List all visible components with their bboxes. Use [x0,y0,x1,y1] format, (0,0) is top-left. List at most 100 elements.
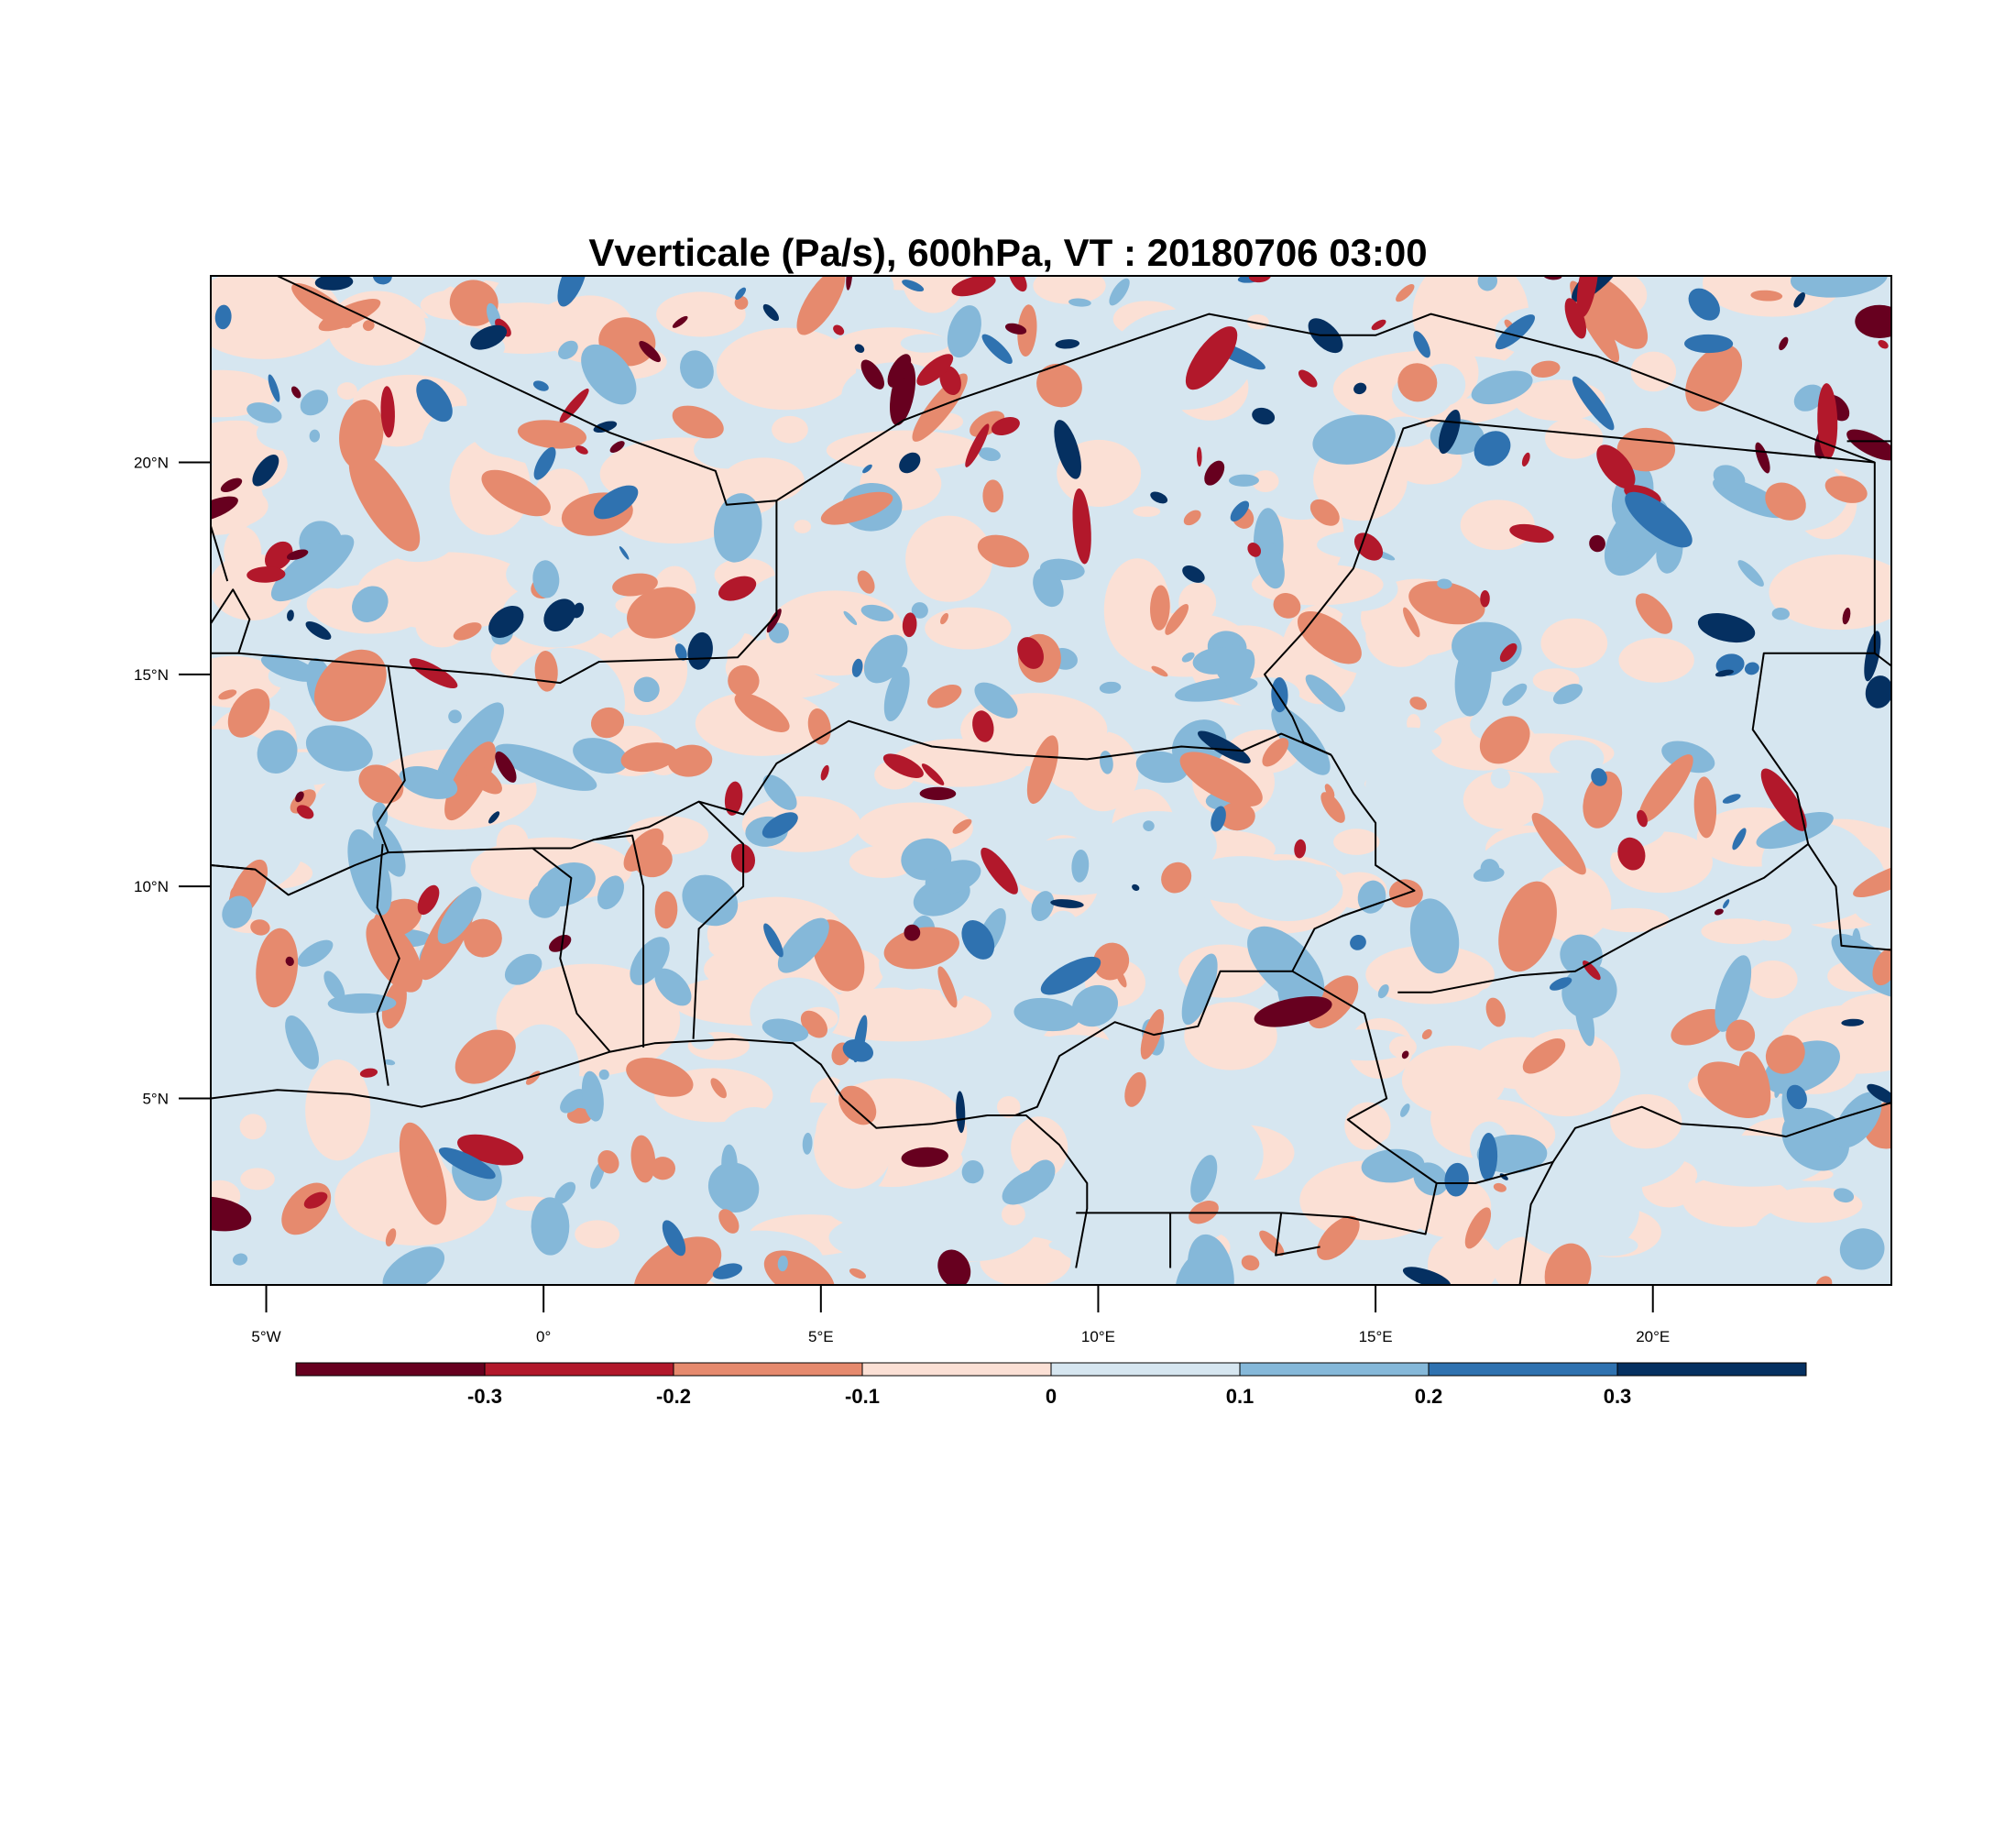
field-core [1438,409,1461,455]
field-patch [1361,1148,1425,1183]
field-patch [399,765,458,799]
colorbar-label: -0.3 [467,1385,502,1408]
field-core [303,1191,328,1209]
field-patch [1001,1203,1025,1226]
field-patch [481,469,551,517]
colorbar-bin [1239,1362,1430,1377]
field-patch [849,845,916,879]
field-core [904,924,921,941]
lon-tick-label: 5°W [251,1328,280,1345]
country-borders-and-coastline [211,276,1891,1285]
field-patch [1093,1197,1208,1255]
field-core [286,549,309,560]
field-patch [796,276,846,335]
country-border [211,864,256,871]
field-patch [309,429,321,443]
field-patch [1312,414,1396,465]
field-patch [1479,716,1530,764]
field-patch [820,491,893,525]
field-patch [772,415,808,444]
field-patch [448,709,462,724]
field-patch [1531,812,1586,875]
map-frame [210,275,1892,1286]
field-core [557,276,587,307]
field-patch [1544,417,1604,459]
colorbar-bin [861,1362,1052,1377]
field-patch [1463,770,1544,829]
field-patch [1540,618,1608,668]
field-patch [560,1089,586,1114]
field-core [937,1249,971,1285]
field-core [1572,376,1615,431]
field-core [1855,304,1891,339]
field-core [854,344,865,354]
field-core [820,764,829,781]
field-core [1715,653,1745,676]
field-patch [366,917,423,993]
field-patch [626,1057,694,1097]
field-core [220,477,243,493]
field-patch [504,953,542,985]
field-patch [285,1015,319,1070]
field-core [1495,314,1535,350]
field-core [1474,431,1511,466]
field-patch [542,300,586,327]
field-core [1521,452,1530,466]
lat-tick-label: 5°N [142,1090,169,1107]
field-patch [1320,792,1345,823]
field-patch [1872,948,1891,986]
field-patch [1385,795,1422,822]
field-patch [843,610,858,626]
field-core [609,441,625,454]
field-core [1499,642,1517,663]
field-patch [581,344,637,405]
vertical-velocity-field [211,276,1891,1285]
field-core [575,445,588,455]
field-patch [982,309,1009,331]
field-patch [1259,1230,1285,1257]
field-patch [1190,1155,1218,1203]
field-core [1254,995,1332,1027]
field-patch [256,927,299,1008]
field-patch [348,452,421,552]
field-core [1755,442,1770,474]
field-patch [623,828,664,872]
field-patch [313,649,387,722]
field-core [687,631,713,670]
field-patch [1185,856,1298,904]
field-patch [1765,1035,1805,1074]
field-core [1132,884,1140,891]
field-patch [828,1210,1007,1266]
field-patch [680,350,714,390]
field-patch [905,515,993,602]
field-core [718,576,757,601]
field-patch [1495,306,1587,357]
field-patch [373,823,406,877]
field-core [1786,1084,1807,1110]
field-core [981,334,1013,365]
field-core [416,379,453,423]
field-patch [734,693,790,732]
field-patch [940,612,949,625]
field-core [761,812,798,839]
field-patch [1388,1036,1417,1059]
field-patch [1048,1239,1079,1251]
colorbar-bin [295,1362,486,1377]
field-patch [1726,1019,1756,1051]
field-patch [1313,1263,1361,1285]
field-core [842,1039,873,1062]
field-core [470,324,508,350]
field-core [285,956,294,966]
field-patch [1853,862,1891,898]
field-patch [495,743,597,791]
field-patch [1771,607,1791,620]
field-patch [883,927,959,970]
field-patch [1493,1182,1507,1192]
field-core [1350,935,1366,950]
field-patch [1437,578,1452,589]
field-patch [1365,604,1437,667]
field-core [1509,523,1554,543]
field-patch [1480,859,1500,879]
field-core [1252,407,1276,425]
field-core [1413,331,1430,358]
